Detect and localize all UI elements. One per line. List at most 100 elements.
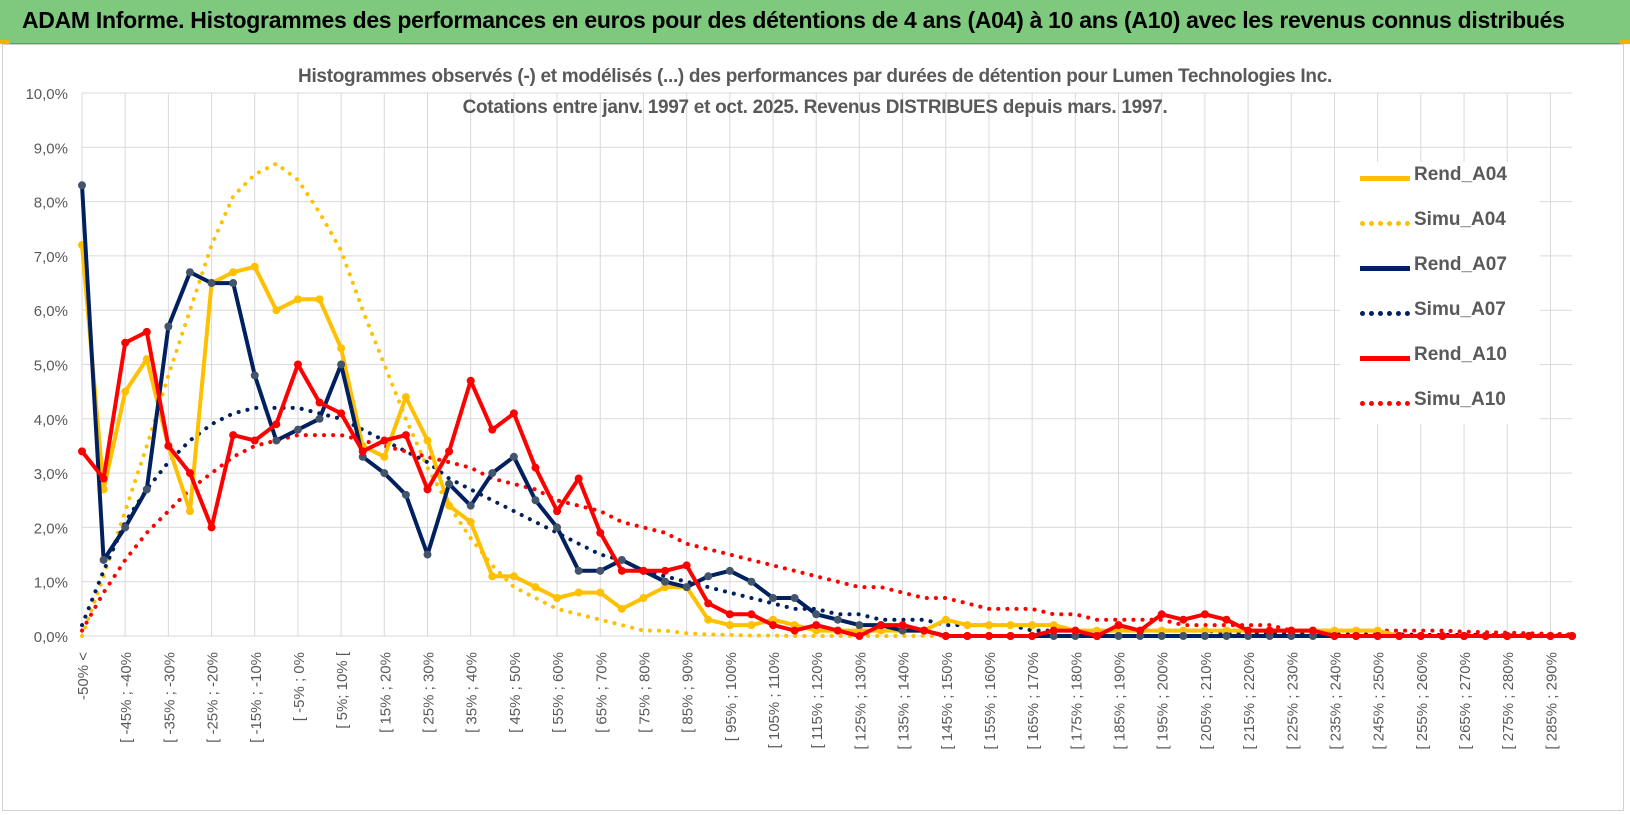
data-point-rend-a04 bbox=[553, 593, 562, 602]
y-tick-label: 4,0% bbox=[34, 412, 68, 429]
data-point-rend-a10 bbox=[1373, 632, 1382, 640]
y-tick-label: 2,0% bbox=[34, 520, 68, 537]
data-point-rend-a04 bbox=[445, 501, 454, 510]
data-point-rend-a07 bbox=[1157, 632, 1166, 640]
data-point-rend-a10 bbox=[1157, 610, 1166, 619]
x-tick-label: [ 165% ; 170% bbox=[1025, 652, 1042, 750]
data-point-rend-a10 bbox=[574, 474, 583, 483]
x-tick-label: [ -35% ; -30% bbox=[161, 652, 178, 743]
data-point-rend-a04 bbox=[315, 295, 324, 304]
legend-label: Simu_A04 bbox=[1414, 209, 1506, 230]
legend-swatch bbox=[1360, 356, 1410, 361]
data-point-rend-a07 bbox=[574, 566, 583, 575]
data-point-rend-a10 bbox=[941, 632, 950, 640]
series-line-rend-a10 bbox=[80, 329, 1572, 638]
data-point-rend-a10 bbox=[920, 626, 929, 635]
legend-label: Rend_A04 bbox=[1414, 164, 1507, 185]
x-tick-label: [ 125% ; 130% bbox=[852, 652, 869, 750]
data-point-rend-a07 bbox=[553, 523, 562, 532]
data-point-rend-a10 bbox=[833, 626, 842, 635]
data-point-rend-a07 bbox=[78, 181, 86, 190]
data-point-rend-a10 bbox=[1330, 632, 1339, 640]
data-point-rend-a10 bbox=[466, 376, 475, 385]
data-point-rend-a07 bbox=[207, 279, 216, 288]
legend-swatch bbox=[1360, 311, 1410, 316]
legend-item-rend-a07: Rend_A07 bbox=[1340, 252, 1540, 282]
banner-title: ADAM Informe. Histogrammes des performan… bbox=[22, 7, 1565, 33]
data-point-rend-a04 bbox=[229, 268, 238, 277]
data-point-rend-a10 bbox=[1049, 626, 1058, 635]
x-tick-label: [ 185% ; 190% bbox=[1112, 652, 1129, 750]
legend-item-simu-a10: Simu_A10 bbox=[1340, 387, 1540, 417]
data-point-rend-a10 bbox=[1395, 632, 1404, 640]
legend-swatch bbox=[1360, 176, 1410, 181]
data-point-rend-a10 bbox=[121, 338, 130, 347]
x-tick-label: [ 195% ; 200% bbox=[1155, 652, 1172, 750]
data-point-rend-a04 bbox=[509, 572, 518, 581]
legend-label: Simu_A10 bbox=[1414, 389, 1506, 410]
data-point-rend-a10 bbox=[704, 599, 713, 608]
data-point-rend-a07 bbox=[272, 436, 281, 445]
x-tick-label: [ -25% ; -20% bbox=[205, 652, 222, 743]
data-point-rend-a10 bbox=[250, 436, 259, 445]
data-point-rend-a04 bbox=[488, 572, 497, 581]
header-banner: ADAM Informe. Histogrammes des performan… bbox=[0, 0, 1630, 44]
x-tick-label: [ 155% ; 160% bbox=[982, 652, 999, 750]
y-tick-label: 5,0% bbox=[34, 358, 68, 375]
data-point-rend-a07 bbox=[337, 360, 346, 369]
data-point-rend-a07 bbox=[99, 555, 108, 564]
data-point-rend-a10 bbox=[423, 485, 432, 494]
corner-accent-left bbox=[0, 40, 10, 44]
data-point-rend-a07 bbox=[747, 577, 756, 586]
data-point-rend-a10 bbox=[1092, 632, 1101, 640]
data-point-rend-a04 bbox=[704, 615, 713, 624]
data-point-rend-a10 bbox=[639, 566, 648, 575]
chart-legend: Rend_A04 Simu_A04 Rend_A07 Simu_A07 Rend_A10… bbox=[1340, 162, 1540, 424]
data-point-rend-a04 bbox=[380, 452, 389, 461]
data-point-rend-a10 bbox=[142, 327, 151, 336]
legend-swatch bbox=[1360, 221, 1410, 226]
x-tick-label: [ -5% ; 0% bbox=[291, 652, 308, 721]
data-point-rend-a10 bbox=[229, 431, 238, 440]
data-point-rend-a10 bbox=[315, 398, 324, 407]
data-point-rend-a07 bbox=[423, 550, 432, 559]
y-tick-label: 3,0% bbox=[34, 466, 68, 483]
x-tick-label: [ 285% ; 290% bbox=[1543, 652, 1560, 750]
x-tick-label: [ 135% ; 140% bbox=[896, 652, 913, 750]
data-point-rend-a10 bbox=[1352, 632, 1361, 640]
data-point-rend-a10 bbox=[790, 626, 799, 635]
data-point-rend-a04 bbox=[121, 387, 130, 396]
data-point-rend-a10 bbox=[984, 632, 993, 640]
data-point-rend-a04 bbox=[725, 621, 734, 630]
data-point-rend-a10 bbox=[898, 621, 907, 630]
data-point-rend-a07 bbox=[1179, 632, 1188, 640]
x-tick-label: [ 225% ; 230% bbox=[1284, 652, 1301, 750]
data-point-rend-a10 bbox=[1481, 632, 1490, 640]
legend-item-rend-a10: Rend_A10 bbox=[1340, 342, 1540, 372]
data-point-rend-a04 bbox=[639, 593, 648, 602]
data-point-rend-a04 bbox=[617, 604, 626, 613]
x-tick-label: [ 25% ; 30% bbox=[421, 652, 438, 733]
data-point-rend-a04 bbox=[574, 588, 583, 597]
data-point-rend-a10 bbox=[1503, 632, 1512, 640]
data-point-rend-a07 bbox=[185, 268, 194, 277]
x-tick-label: [ 35% ; 40% bbox=[464, 652, 481, 733]
data-point-rend-a07 bbox=[380, 469, 389, 478]
data-point-rend-a10 bbox=[164, 441, 173, 450]
data-point-rend-a07 bbox=[704, 572, 713, 581]
data-point-rend-a10 bbox=[682, 561, 691, 570]
legend-item-rend-a04: Rend_A04 bbox=[1340, 162, 1540, 192]
data-point-rend-a07 bbox=[229, 279, 238, 288]
data-point-rend-a07 bbox=[250, 371, 259, 380]
data-point-rend-a07 bbox=[293, 425, 302, 434]
corner-accent-right bbox=[1620, 40, 1630, 44]
data-point-rend-a10 bbox=[78, 447, 86, 456]
x-tick-label: [ 275% ; 280% bbox=[1500, 652, 1517, 750]
data-point-rend-a10 bbox=[1114, 621, 1123, 630]
legend-item-simu-a07: Simu_A07 bbox=[1340, 297, 1540, 327]
data-point-rend-a04 bbox=[142, 355, 151, 364]
x-tick-label: [ 45% ; 50% bbox=[507, 652, 524, 733]
data-point-rend-a10 bbox=[1136, 626, 1145, 635]
chart-frame bbox=[2, 44, 1624, 811]
legend-swatch bbox=[1360, 401, 1410, 406]
